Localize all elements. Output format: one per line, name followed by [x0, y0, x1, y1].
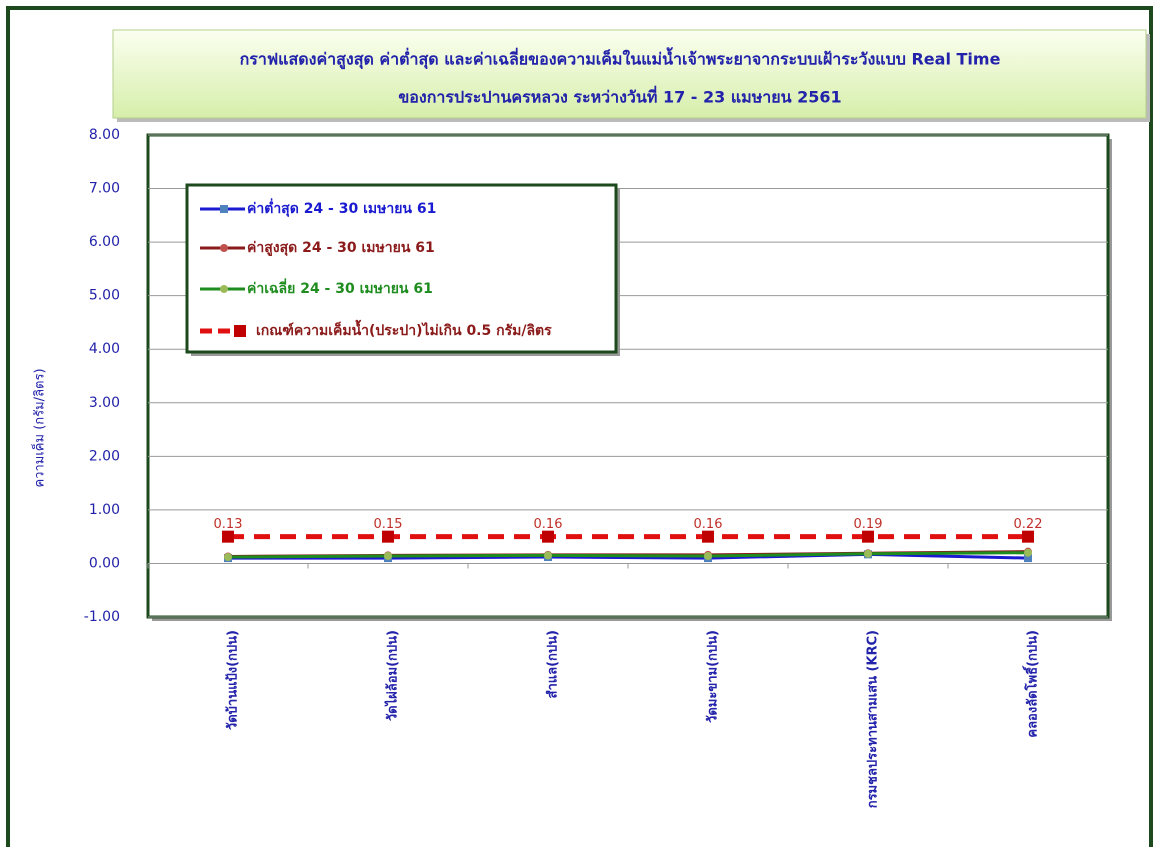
marker [1024, 548, 1032, 557]
y-tick-label: 8.00 [89, 127, 120, 143]
legend-label: เกณฑ์ความเค็มน้ำ(ประปา)ไม่เกิน 0.5 กรัม/… [256, 319, 552, 339]
data-label: 0.13 [214, 517, 243, 532]
x-tick-label: วัดบ้านแป้ง(กปน) [225, 630, 241, 730]
marker [382, 530, 394, 543]
data-label: 0.15 [374, 517, 403, 532]
series-line [227, 551, 1029, 559]
y-tick-label: 2.00 [89, 448, 120, 464]
y-tick-label: 3.00 [89, 395, 120, 411]
marker [1022, 530, 1034, 543]
y-tick-label: 5.00 [89, 288, 120, 304]
y-tick-label: 1.00 [89, 502, 120, 518]
outer-frame [6, 6, 1153, 847]
y-tick-label: 0.00 [89, 555, 120, 571]
marker [384, 551, 392, 560]
chart-title: กราฟแสดงค่าสูงสุด ค่าต่ำสุด และค่าเฉลี่ย… [240, 47, 1001, 71]
y-tick-label: 6.00 [89, 234, 120, 250]
data-label: 0.19 [854, 517, 883, 532]
legend-marker [234, 325, 246, 337]
legend-marker [220, 285, 228, 293]
x-tick-label: สำแล(กปน) [545, 630, 561, 698]
y-tick-label: -1.00 [84, 609, 120, 625]
title-box [112, 29, 1147, 119]
y-axis-title: ความเค็ม (กรัม/ลิตร) [30, 368, 48, 487]
marker [222, 530, 234, 543]
x-tick-label: คลองลัดโพธิ์(กปน) [1022, 630, 1041, 738]
legend-marker [220, 244, 228, 252]
marker [224, 553, 232, 562]
marker [862, 530, 874, 543]
legend-box [185, 183, 618, 354]
legend-label: ค่าต่ำสุด 24 - 30 เมษายน 61 [247, 198, 436, 217]
data-label: 0.16 [534, 517, 563, 532]
data-label: 0.16 [694, 517, 723, 532]
marker [542, 530, 554, 543]
x-tick-label: วัดมะขาม(กปน) [706, 630, 721, 723]
data-label: 0.22 [1014, 517, 1043, 532]
legend-label: ค่าสูงสุด 24 - 30 เมษายน 61 [247, 240, 435, 256]
x-tick-label: วัดไผ่ล้อม(กปน) [384, 630, 401, 721]
y-tick-label: 7.00 [89, 181, 120, 197]
marker [864, 549, 872, 558]
legend-marker [220, 205, 228, 213]
marker [704, 551, 712, 560]
marker [1024, 554, 1032, 563]
y-tick-label: 4.00 [89, 341, 120, 357]
legend-label: ค่าเฉลี่ย 24 - 30 เมษายน 61 [247, 278, 433, 297]
chart-title: ของการประปานครหลวง ระหว่างวันที่ 17 - 23… [398, 86, 841, 107]
x-tick-label: กรมชลประทานสามเสน (KRC) [866, 630, 881, 808]
marker [544, 551, 552, 560]
marker [702, 530, 714, 543]
